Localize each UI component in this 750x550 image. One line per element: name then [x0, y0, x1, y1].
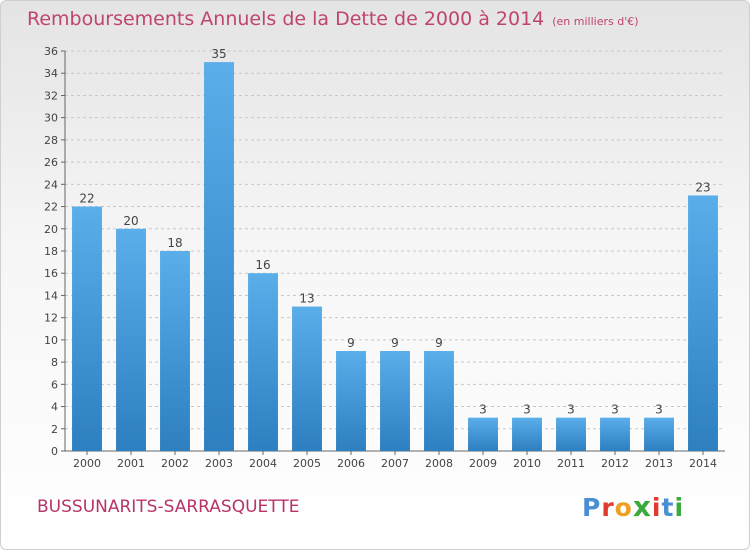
bar	[248, 273, 278, 451]
bar	[512, 417, 542, 451]
x-tick-label: 2007	[381, 457, 409, 470]
x-tick-label: 2012	[601, 457, 629, 470]
bar-value-label: 9	[347, 336, 355, 350]
bar	[292, 306, 322, 451]
bar	[688, 195, 718, 451]
bar	[644, 417, 674, 451]
y-tick-label: 2	[51, 423, 58, 436]
x-tick-label: 2011	[557, 457, 585, 470]
bar	[556, 417, 586, 451]
bar-value-label: 16	[255, 258, 270, 272]
chart-unit: (en milliers d'€)	[552, 15, 639, 28]
y-tick-label: 4	[51, 401, 58, 414]
y-tick-label: 0	[51, 445, 58, 458]
town-name: BUSSUNARITS-SARRASQUETTE	[37, 497, 300, 517]
x-tick-label: 2005	[293, 457, 321, 470]
y-tick-label: 22	[44, 201, 58, 214]
logo-letter: x	[632, 490, 652, 523]
logo-letter: P	[582, 493, 602, 522]
y-tick-label: 10	[44, 334, 58, 347]
bar	[468, 417, 498, 451]
bar-value-label: 9	[391, 336, 399, 350]
x-tick-label: 2010	[513, 457, 541, 470]
logo-letter: t	[661, 493, 675, 522]
x-tick-label: 2002	[161, 457, 189, 470]
bar-value-label: 3	[611, 403, 619, 417]
bar-value-label: 3	[567, 403, 575, 417]
bar-value-label: 3	[479, 403, 487, 417]
y-tick-label: 12	[44, 312, 58, 325]
x-tick-label: 2004	[249, 457, 277, 470]
y-tick-label: 8	[51, 356, 58, 369]
x-tick-label: 2009	[469, 457, 497, 470]
bar	[424, 351, 454, 451]
y-tick-label: 16	[44, 267, 58, 280]
bar-value-label: 3	[523, 403, 531, 417]
bar-chart: 0246810121416182022242628303234362220002…	[44, 45, 725, 470]
x-tick-label: 2000	[73, 457, 101, 470]
y-tick-label: 24	[44, 178, 58, 191]
bar-value-label: 35	[211, 47, 226, 61]
bar	[72, 206, 102, 451]
logo-letter: i	[674, 493, 685, 522]
y-tick-label: 6	[51, 378, 58, 391]
bar-value-label: 23	[695, 180, 710, 194]
logo-letter: r	[601, 493, 615, 522]
bar	[204, 62, 234, 451]
y-tick-label: 14	[44, 289, 58, 302]
y-tick-label: 20	[44, 223, 58, 236]
x-tick-label: 2014	[689, 457, 717, 470]
x-tick-label: 2001	[117, 457, 145, 470]
logo-letter: o	[614, 493, 633, 522]
y-tick-label: 18	[44, 245, 58, 258]
bar	[600, 417, 630, 451]
bar-value-label: 3	[655, 403, 663, 417]
bar-value-label: 13	[299, 292, 314, 306]
y-tick-label: 28	[44, 134, 58, 147]
bar-value-label: 20	[123, 214, 138, 228]
y-tick-label: 26	[44, 156, 58, 169]
bar	[380, 351, 410, 451]
bar	[116, 228, 146, 451]
x-tick-label: 2006	[337, 457, 365, 470]
bar	[336, 351, 366, 451]
y-tick-label: 36	[44, 45, 58, 58]
bar-value-label: 18	[167, 236, 182, 250]
chart-title: Remboursements Annuels de la Dette de 20…	[27, 8, 639, 30]
y-tick-label: 30	[44, 112, 58, 125]
bar-value-label: 22	[79, 192, 94, 206]
proxiti-logo: Proxiti	[582, 490, 684, 523]
bar-value-label: 9	[435, 336, 443, 350]
y-tick-label: 34	[44, 67, 58, 80]
x-tick-label: 2013	[645, 457, 673, 470]
bar	[160, 251, 190, 451]
x-tick-label: 2003	[205, 457, 233, 470]
y-tick-label: 32	[44, 89, 58, 102]
chart-title-text: Remboursements Annuels de la Dette de 20…	[27, 8, 545, 30]
x-tick-label: 2008	[425, 457, 453, 470]
logo-letter: i	[651, 493, 662, 522]
